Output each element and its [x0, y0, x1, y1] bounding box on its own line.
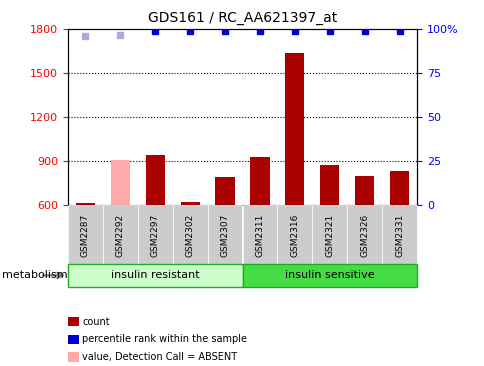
Text: GSM2326: GSM2326 — [360, 214, 368, 257]
Bar — [242, 205, 277, 264]
Text: GSM2307: GSM2307 — [220, 214, 229, 257]
Text: GSM2287: GSM2287 — [81, 214, 90, 257]
Bar — [277, 205, 312, 264]
Text: GSM2316: GSM2316 — [290, 214, 299, 257]
Bar — [76, 203, 95, 205]
Text: metabolism: metabolism — [2, 270, 68, 280]
Text: GSM2302: GSM2302 — [185, 214, 194, 257]
Bar — [110, 160, 130, 205]
Text: insulin sensitive: insulin sensitive — [285, 270, 374, 280]
Bar — [319, 165, 339, 205]
Text: GSM2321: GSM2321 — [325, 214, 333, 257]
Bar — [215, 177, 234, 205]
Text: percentile rank within the sample: percentile rank within the sample — [82, 334, 247, 344]
Text: GSM2331: GSM2331 — [394, 214, 403, 257]
Bar — [285, 53, 304, 205]
Bar — [137, 205, 172, 264]
Bar — [103, 205, 137, 264]
Title: GDS161 / RC_AA621397_at: GDS161 / RC_AA621397_at — [148, 11, 336, 26]
Bar — [207, 205, 242, 264]
Text: GSM2292: GSM2292 — [116, 214, 124, 257]
Bar — [381, 205, 416, 264]
Bar — [354, 176, 374, 205]
Bar — [389, 171, 408, 205]
Text: value, Detection Call = ABSENT: value, Detection Call = ABSENT — [82, 352, 237, 362]
Text: insulin resistant: insulin resistant — [111, 270, 199, 280]
Bar — [242, 264, 416, 287]
Bar — [347, 205, 381, 264]
Bar — [68, 264, 242, 287]
Bar — [68, 205, 103, 264]
Bar — [172, 205, 207, 264]
Text: GSM2297: GSM2297 — [151, 214, 159, 257]
Text: count: count — [82, 317, 110, 327]
Bar — [180, 202, 199, 205]
Text: GSM2311: GSM2311 — [255, 214, 264, 257]
Bar — [145, 155, 165, 205]
Bar — [312, 205, 347, 264]
Bar — [250, 157, 269, 205]
